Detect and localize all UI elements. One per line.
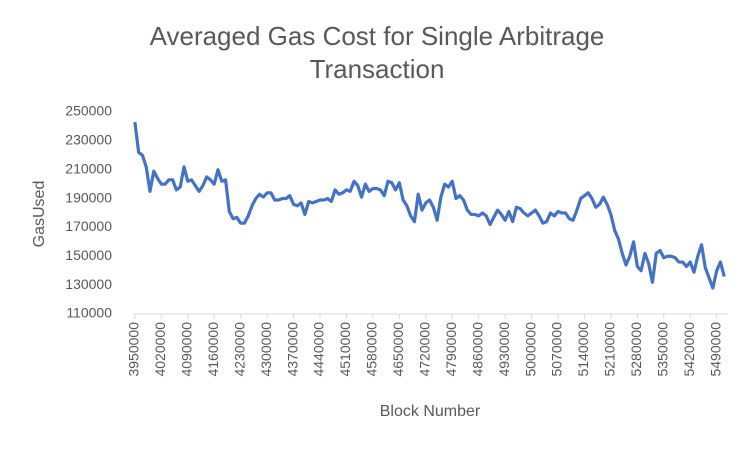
x-tick-label: 4090000 bbox=[178, 322, 194, 377]
x-tick-label: 4020000 bbox=[152, 322, 168, 377]
x-tick-label: 4860000 bbox=[469, 322, 485, 377]
x-tick-label: 4720000 bbox=[416, 322, 432, 377]
x-tick-label: 5210000 bbox=[602, 322, 618, 377]
x-tick-label: 5490000 bbox=[707, 322, 723, 377]
x-tick-label: 4510000 bbox=[337, 322, 353, 377]
x-tick-label: 4160000 bbox=[205, 322, 221, 377]
x-tick-label: 5000000 bbox=[522, 322, 538, 377]
x-tick-label: 5070000 bbox=[549, 322, 565, 377]
x-tick-label: 4370000 bbox=[284, 322, 300, 377]
y-tick-label: 150000 bbox=[65, 247, 112, 263]
x-tick-label: 5350000 bbox=[654, 322, 670, 377]
x-tick-label: 4580000 bbox=[364, 322, 380, 377]
x-tick-label: 4790000 bbox=[443, 322, 459, 377]
x-tick-label: 3950000 bbox=[126, 322, 142, 377]
x-tick-label: 4930000 bbox=[496, 322, 512, 377]
x-tick-label: 4440000 bbox=[311, 322, 327, 377]
x-tick-label: 4650000 bbox=[390, 322, 406, 377]
x-axis-label: Block Number bbox=[380, 403, 481, 420]
y-tick-label: 130000 bbox=[65, 276, 112, 292]
y-axis-label: GasUsed bbox=[31, 181, 48, 248]
x-tick-label: 5140000 bbox=[575, 322, 591, 377]
x-tick-label: 4300000 bbox=[258, 322, 274, 377]
y-tick-label: 170000 bbox=[65, 218, 112, 234]
y-tick-label: 190000 bbox=[65, 189, 112, 205]
y-tick-label: 230000 bbox=[65, 132, 112, 148]
y-tick-label: 250000 bbox=[65, 103, 112, 119]
y-tick-label: 110000 bbox=[66, 305, 112, 321]
x-tick-label: 4230000 bbox=[231, 322, 247, 377]
y-tick-label: 210000 bbox=[65, 160, 112, 176]
chart-title: Averaged Gas Cost for Single Arbitrage T… bbox=[149, 21, 605, 84]
line bbox=[133, 121, 726, 290]
x-tick-label: 5420000 bbox=[681, 322, 697, 377]
x-tick-label: 5280000 bbox=[628, 322, 644, 377]
